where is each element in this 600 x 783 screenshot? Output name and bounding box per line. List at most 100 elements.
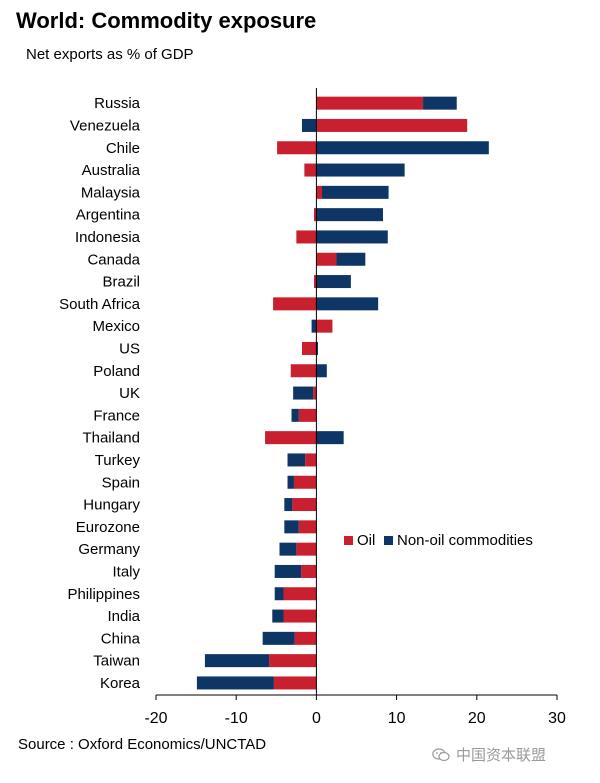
- bar-russia-oil: [316, 96, 424, 110]
- x-tick-label: 10: [388, 710, 406, 727]
- bar-uk-oil: [313, 386, 317, 400]
- x-tick-label: 30: [548, 710, 566, 727]
- source-note: Source : Oxford Economics/UNCTAD: [18, 736, 267, 753]
- category-label-south-africa: South Africa: [59, 296, 141, 313]
- category-label-malaysia: Malaysia: [81, 184, 141, 201]
- category-label-mexico: Mexico: [92, 318, 140, 335]
- category-label-turkey: Turkey: [95, 452, 141, 469]
- category-label-hungary: Hungary: [83, 497, 140, 514]
- chart-title: World: Commodity exposure: [16, 8, 317, 33]
- bar-brazil-non-oil: [316, 275, 351, 289]
- category-label-russia: Russia: [94, 95, 141, 112]
- bar-us-non-oil: [316, 341, 319, 355]
- bar-germany-non-oil: [279, 542, 297, 556]
- chart-subtitle: Net exports as % of GDP: [26, 46, 194, 63]
- bar-china-oil: [294, 631, 317, 645]
- category-label-france: France: [93, 407, 140, 424]
- category-label-uk: UK: [119, 385, 140, 402]
- bar-italy-oil: [301, 564, 317, 578]
- category-label-china: China: [101, 630, 141, 647]
- bar-mexico-non-oil: [311, 319, 317, 333]
- bar-venezuela-non-oil: [301, 118, 317, 132]
- category-label-india: India: [107, 608, 140, 625]
- category-label-korea: Korea: [100, 675, 141, 692]
- bar-south-africa-oil: [273, 297, 317, 311]
- category-labels: Russia Venezuela Chile Australia Malaysia Arg…: [59, 95, 141, 692]
- bar-indonesia-oil: [296, 230, 317, 244]
- bar-eurozone-non-oil: [284, 520, 299, 534]
- bar-taiwan-non-oil: [204, 654, 270, 668]
- bar-france-oil: [298, 408, 317, 422]
- bar-hungary-non-oil: [284, 498, 293, 512]
- legend-label-non-oil: Non-oil commodities: [397, 532, 533, 549]
- bar-malaysia-non-oil: [322, 185, 389, 199]
- watermark-text: 中国资本联盟: [456, 747, 547, 764]
- bar-germany-oil: [296, 542, 317, 556]
- category-label-thailand: Thailand: [82, 430, 140, 447]
- bar-poland-non-oil: [316, 364, 327, 378]
- category-label-venezuela: Venezuela: [70, 117, 141, 134]
- bar-poland-oil: [290, 364, 317, 378]
- x-tick-label: -20: [144, 710, 167, 727]
- bar-spain-oil: [293, 475, 317, 489]
- category-label-indonesia: Indonesia: [75, 229, 141, 246]
- category-label-argentina: Argentina: [76, 207, 141, 224]
- category-label-chile: Chile: [106, 140, 140, 157]
- bar-australia-oil: [304, 163, 317, 177]
- legend: Oil Non-oil commodities: [344, 532, 533, 549]
- bar-mexico-oil: [316, 319, 333, 333]
- bar-eurozone-oil: [298, 520, 317, 534]
- bar-indonesia-non-oil: [316, 230, 388, 244]
- bar-india-oil: [283, 609, 317, 623]
- category-label-poland: Poland: [93, 363, 140, 380]
- bar-italy-non-oil: [274, 564, 302, 578]
- bar-us-oil: [301, 341, 317, 355]
- bar-canada-oil: [316, 252, 337, 266]
- category-label-spain: Spain: [102, 474, 140, 491]
- bar-south-africa-non-oil: [316, 297, 379, 311]
- bar-china-non-oil: [262, 631, 295, 645]
- bar-chile-non-oil: [316, 141, 489, 155]
- category-label-eurozone: Eurozone: [76, 519, 140, 536]
- bar-korea-non-oil: [196, 676, 274, 690]
- bar-brazil-oil: [313, 275, 317, 289]
- bar-canada-non-oil: [336, 252, 366, 266]
- category-label-australia: Australia: [82, 162, 141, 179]
- bar-thailand-non-oil: [316, 431, 344, 445]
- category-label-us: US: [119, 340, 140, 357]
- legend-swatch-oil: [344, 536, 353, 545]
- bar-philippines-oil: [283, 587, 317, 601]
- category-label-philippines: Philippines: [67, 586, 140, 603]
- x-tick-label: 0: [312, 710, 321, 727]
- category-label-brazil: Brazil: [102, 274, 140, 291]
- bar-australia-non-oil: [316, 163, 405, 177]
- bar-venezuela-oil: [316, 118, 468, 132]
- legend-swatch-non-oil: [384, 536, 393, 545]
- bar-turkey-non-oil: [287, 453, 306, 467]
- x-tick-label: 20: [468, 710, 486, 727]
- bar-argentina-oil: [313, 208, 317, 222]
- bar-chile-oil: [277, 141, 317, 155]
- category-label-germany: Germany: [78, 541, 140, 558]
- legend-label-oil: Oil: [357, 532, 375, 549]
- bar-russia-non-oil: [423, 96, 457, 110]
- bar-france-non-oil: [291, 408, 299, 422]
- bar-turkey-oil: [305, 453, 317, 467]
- category-label-canada: Canada: [87, 251, 140, 268]
- bars: [196, 96, 489, 690]
- x-tick-label: -10: [225, 710, 248, 727]
- bar-malaysia-oil: [316, 185, 323, 199]
- bar-korea-oil: [273, 676, 317, 690]
- category-label-italy: Italy: [112, 563, 140, 580]
- bar-philippines-non-oil: [274, 587, 284, 601]
- bar-india-non-oil: [272, 609, 284, 623]
- bar-uk-non-oil: [293, 386, 314, 400]
- category-label-taiwan: Taiwan: [93, 653, 140, 670]
- watermark: 中国资本联盟: [432, 744, 546, 765]
- bar-thailand-oil: [265, 431, 317, 445]
- bar-spain-non-oil: [287, 475, 294, 489]
- bar-argentina-non-oil: [316, 208, 383, 222]
- bar-taiwan-oil: [269, 654, 317, 668]
- wechat-icon: [432, 747, 450, 761]
